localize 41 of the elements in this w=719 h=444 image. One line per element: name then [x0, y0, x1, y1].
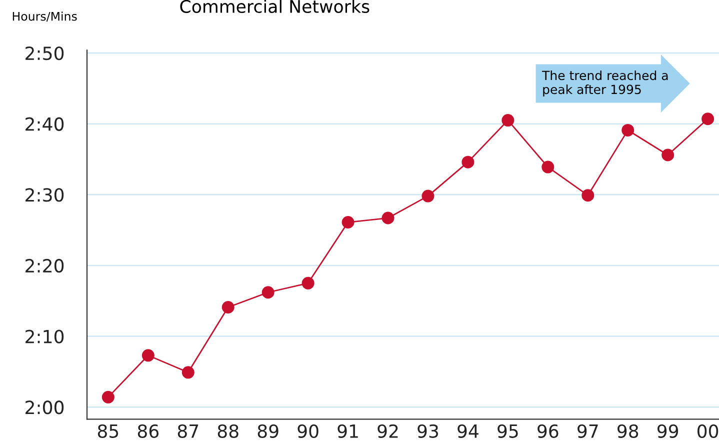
- x-tick-label: 92: [378, 424, 398, 438]
- x-tick-label: 86: [138, 424, 159, 438]
- point: [102, 390, 114, 404]
- point: [142, 349, 154, 362]
- x-tick-label: 97: [578, 424, 598, 438]
- point: [222, 300, 234, 314]
- x-tick-label: 99: [657, 424, 678, 438]
- x-tick-label: 94: [458, 424, 478, 438]
- chart-title: Commercial Networks: [180, 0, 370, 14]
- x-tick-label: 91: [338, 424, 358, 438]
- point: [302, 276, 314, 290]
- y-tick-label: 2:30: [26, 188, 64, 202]
- y-tick-label: 2:20: [26, 258, 64, 273]
- x-tick-label: 98: [618, 424, 638, 438]
- annotation: The trend reached a peak after 1995: [542, 70, 668, 97]
- point: [702, 112, 714, 126]
- x-tick-label: 93: [418, 424, 438, 438]
- point: [382, 212, 394, 224]
- x-tick-label: 89: [258, 424, 278, 438]
- y-tick-label: 2:10: [26, 330, 64, 344]
- x-tick-label: 95: [498, 424, 518, 438]
- point: [262, 286, 274, 299]
- point: [662, 148, 674, 162]
- point: [462, 156, 474, 168]
- x-tick-label: 90: [298, 424, 318, 438]
- y-tick-label: 2:50: [26, 46, 64, 60]
- point: [502, 114, 514, 127]
- point: [342, 216, 354, 229]
- x-tick-label: 96: [538, 424, 558, 438]
- y-axis-title: Hours/Mins: [12, 12, 77, 22]
- point: [582, 189, 594, 202]
- x-tick-label: 85: [98, 424, 118, 438]
- y-tick-label: 2:40: [26, 117, 64, 131]
- point: [542, 160, 554, 174]
- x-tick-label: 87: [178, 424, 198, 438]
- point: [182, 366, 194, 379]
- x-tick-label: 88: [218, 424, 238, 438]
- point: [422, 190, 434, 202]
- point: [622, 124, 634, 136]
- y-tick-label: 2:00: [26, 400, 64, 414]
- x-tick-label: 00: [698, 424, 718, 438]
